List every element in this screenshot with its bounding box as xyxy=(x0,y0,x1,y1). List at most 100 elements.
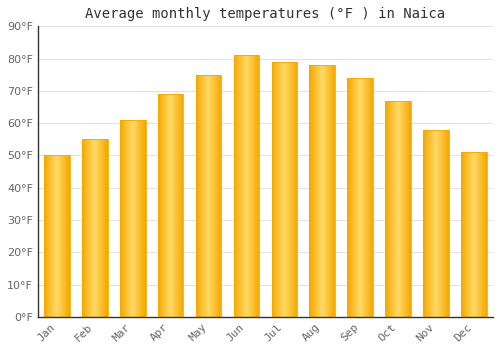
Bar xyxy=(174,94,175,317)
Bar xyxy=(135,120,136,317)
Bar xyxy=(446,130,447,317)
Bar xyxy=(98,139,99,317)
Bar xyxy=(355,78,356,317)
Bar xyxy=(181,94,182,317)
Bar xyxy=(121,120,122,317)
Bar xyxy=(208,75,209,317)
Bar xyxy=(273,62,274,317)
Bar xyxy=(172,94,173,317)
Bar xyxy=(274,62,276,317)
Bar xyxy=(88,139,89,317)
Bar xyxy=(65,155,66,317)
Bar xyxy=(138,120,139,317)
Bar xyxy=(236,55,237,317)
Bar xyxy=(445,130,446,317)
Bar xyxy=(448,130,449,317)
Bar xyxy=(410,100,411,317)
Bar xyxy=(96,139,98,317)
Bar xyxy=(243,55,244,317)
Bar xyxy=(220,75,221,317)
Bar xyxy=(143,120,144,317)
Bar xyxy=(284,62,285,317)
Bar xyxy=(144,120,145,317)
Bar xyxy=(442,130,443,317)
Bar xyxy=(67,155,68,317)
Bar xyxy=(57,155,58,317)
Bar xyxy=(463,152,464,317)
Bar xyxy=(406,100,407,317)
Bar xyxy=(160,94,161,317)
Bar xyxy=(247,55,248,317)
Bar xyxy=(249,55,250,317)
Bar xyxy=(310,65,312,317)
Bar xyxy=(316,65,317,317)
Bar xyxy=(432,130,433,317)
Bar xyxy=(471,152,472,317)
Bar xyxy=(464,152,465,317)
Bar xyxy=(44,155,45,317)
Bar xyxy=(424,130,449,317)
Bar xyxy=(386,100,387,317)
Bar xyxy=(89,139,90,317)
Bar xyxy=(173,94,174,317)
Bar xyxy=(317,65,318,317)
Bar xyxy=(159,94,160,317)
Bar xyxy=(253,55,254,317)
Bar xyxy=(204,75,206,317)
Bar xyxy=(200,75,201,317)
Bar xyxy=(290,62,291,317)
Bar xyxy=(252,55,253,317)
Bar xyxy=(127,120,128,317)
Bar xyxy=(434,130,435,317)
Bar xyxy=(123,120,124,317)
Bar xyxy=(318,65,319,317)
Bar xyxy=(468,152,469,317)
Bar xyxy=(330,65,332,317)
Bar xyxy=(183,94,184,317)
Bar xyxy=(323,65,324,317)
Bar xyxy=(244,55,245,317)
Bar xyxy=(53,155,54,317)
Bar xyxy=(85,139,86,317)
Bar xyxy=(132,120,134,317)
Bar xyxy=(473,152,474,317)
Bar xyxy=(481,152,482,317)
Bar xyxy=(214,75,215,317)
Bar xyxy=(178,94,179,317)
Bar xyxy=(130,120,132,317)
Bar xyxy=(196,75,222,317)
Bar xyxy=(171,94,172,317)
Bar xyxy=(122,120,123,317)
Bar xyxy=(164,94,165,317)
Bar xyxy=(235,55,236,317)
Bar xyxy=(320,65,321,317)
Bar xyxy=(352,78,353,317)
Bar xyxy=(428,130,429,317)
Bar xyxy=(209,75,210,317)
Bar xyxy=(257,55,258,317)
Bar xyxy=(207,75,208,317)
Bar xyxy=(215,75,216,317)
Bar xyxy=(322,65,323,317)
Bar xyxy=(386,100,411,317)
Bar xyxy=(402,100,404,317)
Bar xyxy=(394,100,395,317)
Bar xyxy=(48,155,49,317)
Bar xyxy=(462,152,463,317)
Bar xyxy=(371,78,372,317)
Bar xyxy=(291,62,292,317)
Bar xyxy=(120,120,146,317)
Bar xyxy=(56,155,57,317)
Bar xyxy=(84,139,85,317)
Bar xyxy=(429,130,430,317)
Bar xyxy=(372,78,373,317)
Bar xyxy=(426,130,427,317)
Bar xyxy=(478,152,479,317)
Bar xyxy=(63,155,64,317)
Bar xyxy=(366,78,368,317)
Bar xyxy=(435,130,436,317)
Bar xyxy=(466,152,467,317)
Bar xyxy=(198,75,199,317)
Bar xyxy=(216,75,217,317)
Bar xyxy=(128,120,129,317)
